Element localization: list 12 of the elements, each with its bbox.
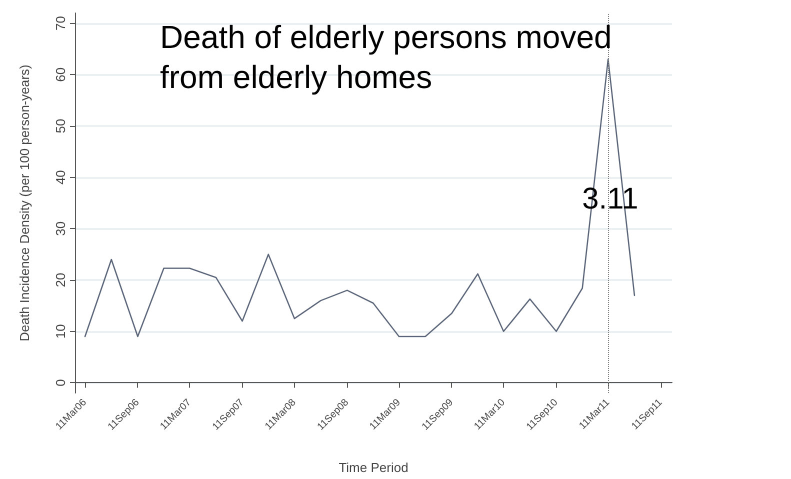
y-tick-label: 10 [53,324,68,339]
text: Death of elderly persons moved from elderly homes [160,19,621,95]
y-tick-label: 0 [53,379,68,386]
y-tick-label: 30 [53,221,68,236]
y-tick-label: 60 [53,67,68,82]
y-tick-label: 50 [53,118,68,134]
y-tick-label: 20 [53,272,68,288]
y-tick-label: 40 [53,170,68,185]
y-axis-title: Death Incidence Density (per 100 person-years) [17,64,32,342]
y-tick-label: 70 [53,16,68,31]
line-series [84,58,636,338]
x-axis-title: Time Period [338,460,408,475]
